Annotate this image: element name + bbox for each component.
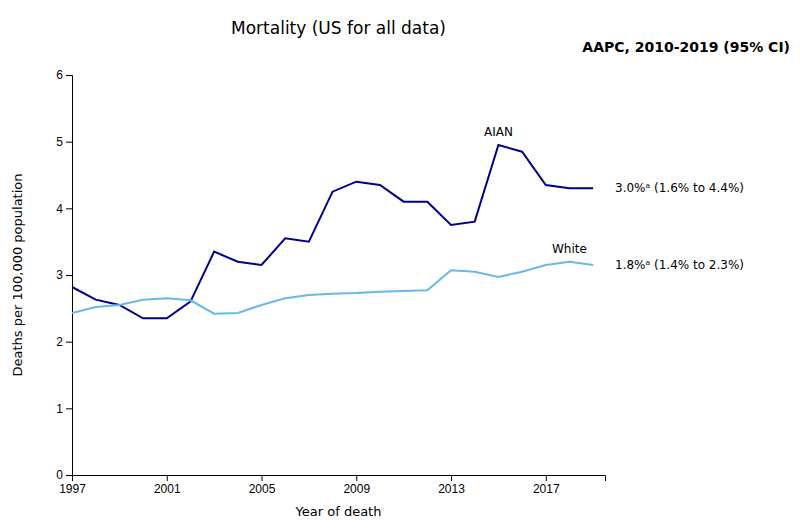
- x-tick: 1997: [59, 475, 86, 496]
- series-line: [72, 262, 593, 314]
- annotation: 1.8%ᵃ (1.4% to 2.3%): [615, 258, 744, 272]
- x-tick: 2017: [533, 475, 560, 496]
- x-tick-mark: [451, 475, 452, 481]
- x-tick-label: 2009: [343, 482, 370, 496]
- x-tick-label: 2017: [533, 482, 560, 496]
- title: Mortality (US for all data): [231, 18, 446, 38]
- y-tick: 3: [56, 268, 72, 282]
- y-tick: 6: [56, 68, 72, 82]
- y-tick-mark: [66, 408, 72, 409]
- y-tick: 1: [56, 402, 72, 416]
- y-tick-label: 3: [56, 268, 63, 282]
- y-tick-label: 1: [56, 402, 63, 416]
- y-tick-label: 2: [56, 335, 63, 349]
- x-axis-title: Year of death: [295, 504, 382, 519]
- y-tick-label: 0: [56, 468, 63, 482]
- chart: 1997 2001 2005 2009 2013 2017 0 1 2 3 4 5 6 Year of d…: [0, 0, 800, 530]
- y-tick-label: 5: [56, 135, 63, 149]
- y-tick: 0: [56, 468, 72, 482]
- x-tick-label: 2013: [438, 482, 465, 496]
- x-tick: 2001: [154, 475, 181, 496]
- y-axis-title: Deaths per 100,000 population: [10, 173, 25, 376]
- y-tick: 2: [56, 335, 72, 349]
- series-label: White: [552, 242, 587, 256]
- series-line: [72, 145, 593, 318]
- series-texts: AIAN 3.0%ᵃ (1.6% to 4.4%) White 1.8%ᵃ (1.4%…: [484, 125, 744, 272]
- x-tick-mark: [546, 475, 547, 481]
- y-tick-mark: [66, 142, 72, 143]
- y-tick: 4: [56, 202, 72, 216]
- x-axis: 1997 2001 2005 2009 2013 2017: [59, 475, 605, 496]
- x-tick: 2013: [438, 475, 465, 496]
- y-tick-mark: [66, 342, 72, 343]
- y-tick: 5: [56, 135, 72, 149]
- y-tick-label: 4: [56, 202, 63, 216]
- y-tick-mark: [66, 75, 72, 76]
- x-tick-mark: [167, 475, 168, 481]
- x-axis-line: [73, 476, 606, 482]
- series-label: AIAN: [484, 125, 513, 139]
- x-tick-mark: [356, 475, 357, 481]
- y-tick-mark: [66, 475, 72, 476]
- subtitle: AAPC, 2010-2019 (95% CI): [582, 39, 790, 55]
- x-tick: 2005: [249, 475, 276, 496]
- y-axis: 0 1 2 3 4 5 6: [56, 68, 72, 482]
- x-tick-label: 2005: [249, 482, 276, 496]
- annotation: 3.0%ᵃ (1.6% to 4.4%): [615, 181, 744, 195]
- x-tick-label: 2001: [154, 482, 181, 496]
- x-tick-label: 1997: [59, 482, 86, 496]
- x-tick: 2009: [343, 475, 370, 496]
- y-tick-label: 6: [56, 68, 63, 82]
- plot-area: [72, 145, 593, 318]
- y-tick-mark: [66, 275, 72, 276]
- y-axis-line: [66, 76, 73, 476]
- y-tick-mark: [66, 208, 72, 209]
- x-tick-mark: [262, 475, 263, 481]
